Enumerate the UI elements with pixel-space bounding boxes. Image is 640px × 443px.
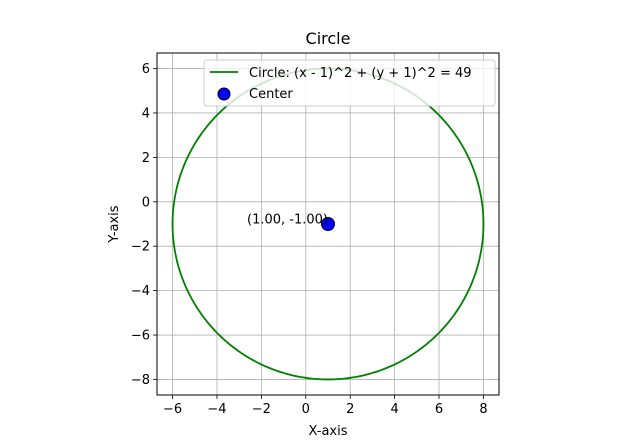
x-tick-label: 0 (302, 402, 310, 417)
x-tick-label: −2 (252, 402, 271, 417)
y-tick-label: −8 (131, 373, 150, 388)
y-tick-label: 2 (142, 151, 150, 166)
x-tick-label: 2 (346, 402, 354, 417)
x-tick-label: 4 (390, 402, 398, 417)
y-tick-label: 4 (142, 106, 150, 121)
y-axis-label: Y-axis (107, 205, 122, 243)
y-tick-label: −2 (131, 240, 150, 255)
y-tick-label: −4 (131, 284, 150, 299)
legend: Circle: (x - 1)^2 + (y + 1)^2 = 49 Cente… (203, 59, 496, 107)
x-tick-label: 6 (435, 402, 443, 417)
legend-entry-center: Center (249, 87, 293, 102)
y-tick-label: −6 (131, 329, 150, 344)
legend-point-swatch (217, 87, 231, 101)
x-tick-label: −6 (163, 402, 182, 417)
x-tick-label: −4 (207, 402, 226, 417)
center-annotation: (1.00, -1.00) (247, 213, 328, 228)
ticks: −6 −4 −2 0 2 4 6 8 −8 −6 −4 −2 0 2 4 6 (131, 62, 488, 417)
plot-area: (1.00, -1.00) (171, 67, 485, 381)
x-axis-label: X-axis (309, 424, 348, 439)
center-point (321, 217, 335, 231)
axes-frame (156, 52, 500, 396)
y-tick-label: 0 (142, 195, 150, 210)
x-tick-label: 8 (479, 402, 487, 417)
chart-title: Circle (306, 29, 351, 48)
y-tick-label: 6 (142, 62, 150, 77)
legend-entry-circle: Circle: (x - 1)^2 + (y + 1)^2 = 49 (249, 66, 472, 81)
legend-box (203, 59, 496, 107)
grid (157, 53, 499, 395)
